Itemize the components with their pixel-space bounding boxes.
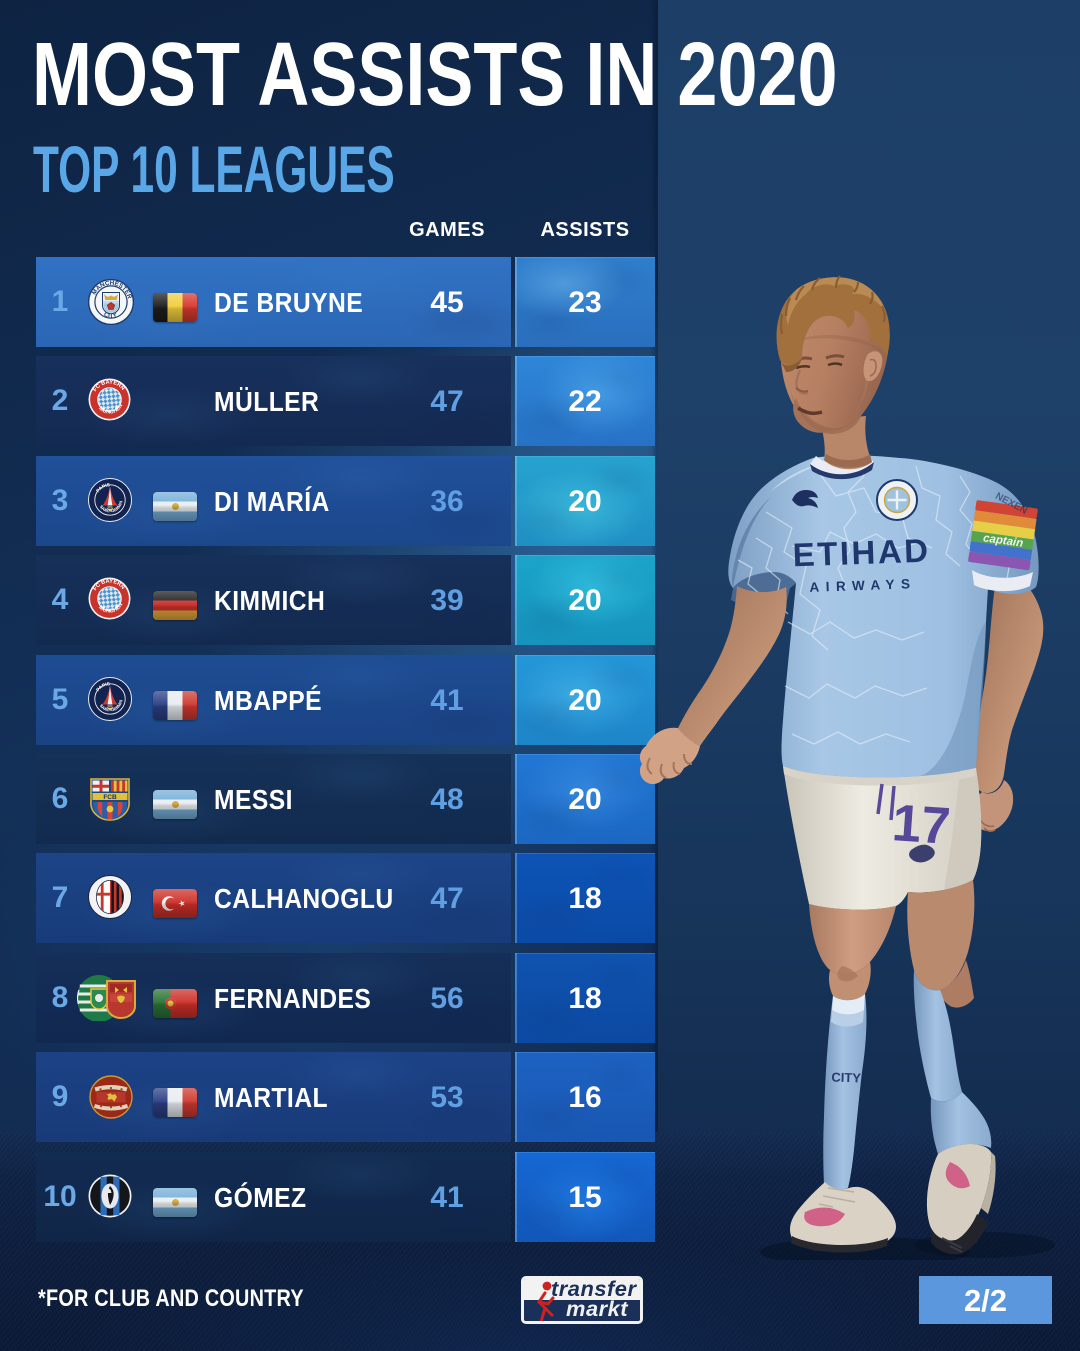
svg-text:PARIS: PARIS [95, 482, 110, 493]
svg-text:CITY: CITY [831, 1069, 861, 1085]
svg-text:AIRWAYS: AIRWAYS [809, 576, 916, 595]
svg-text:PARIS: PARIS [95, 681, 110, 692]
svg-text:CITY: CITY [103, 311, 119, 319]
svg-text:ETIHAD: ETIHAD [792, 532, 931, 574]
svg-text:FCB: FCB [103, 794, 117, 801]
svg-text:captain: captain [982, 532, 1024, 549]
